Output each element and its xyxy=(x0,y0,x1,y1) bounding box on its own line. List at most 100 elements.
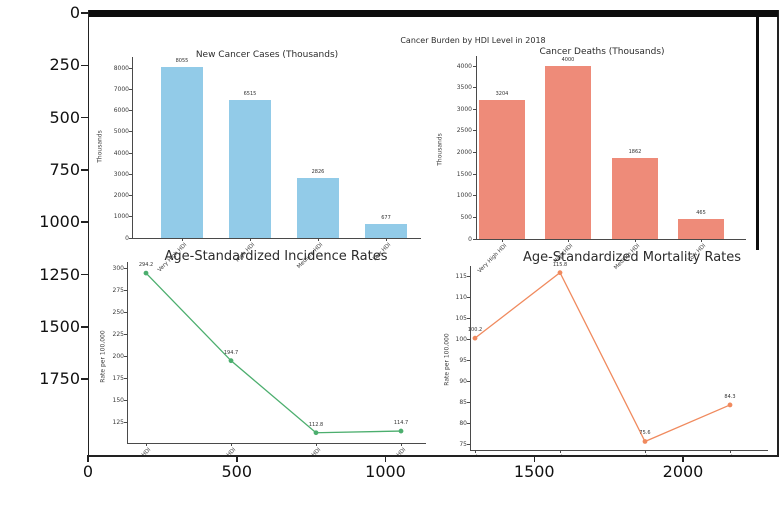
x-tick-mark xyxy=(501,239,503,242)
line-series xyxy=(472,270,733,444)
y-tick-label: 275 xyxy=(112,286,124,294)
y-tick-label: 1500 xyxy=(456,170,472,178)
x-tick-mark xyxy=(700,239,702,242)
axis-spine-left xyxy=(127,262,128,443)
outer-y-tick-label: 1500 xyxy=(39,316,80,336)
y-tick-mark xyxy=(124,311,127,313)
bar xyxy=(479,100,525,239)
y-tick-mark xyxy=(473,238,476,240)
outer-x-tick-mark xyxy=(533,455,535,462)
y-tick-mark xyxy=(129,110,132,111)
line-path xyxy=(474,271,731,443)
x-tick-mark xyxy=(181,238,183,241)
bar xyxy=(678,218,724,239)
bar xyxy=(297,177,339,238)
y-tick-label: 150 xyxy=(112,396,124,404)
outer-y-tick-label: 1750 xyxy=(39,369,80,389)
y-tick-label: 75 xyxy=(459,440,467,448)
y-tick-mark xyxy=(467,443,470,445)
y-tick-mark xyxy=(473,152,476,153)
data-point xyxy=(398,428,404,434)
y-tick-mark xyxy=(124,333,127,335)
outer-y-tick-mark xyxy=(81,221,88,223)
y-tick-mark xyxy=(467,401,470,403)
y-tick-label: 2500 xyxy=(456,127,472,135)
y-tick-label: 115 xyxy=(455,272,467,280)
bar xyxy=(612,158,658,239)
y-tick-label: 4000 xyxy=(456,62,472,70)
y-tick-mark xyxy=(473,65,476,67)
data-point xyxy=(642,439,648,444)
figure-suptitle: Cancer Burden by HDI Level in 2018 xyxy=(400,36,546,45)
axis-spine-left xyxy=(476,56,477,239)
y-tick-label: 0 xyxy=(125,234,129,242)
point-value-label: 114.7 xyxy=(393,420,409,427)
y-tick-mark xyxy=(473,216,476,218)
embedded-figure-image: Cancer Burden by HDI Level in 2018 New C… xyxy=(89,10,778,455)
outer-right-spine xyxy=(777,10,779,456)
y-tick-mark xyxy=(129,67,132,69)
outer-x-tick-label: 2000 xyxy=(662,462,704,481)
outer-y-tick-label: 500 xyxy=(49,107,80,127)
outer-y-tick-label: 1250 xyxy=(39,264,80,284)
y-tick-label: 3500 xyxy=(456,84,472,92)
y-tick-mark xyxy=(129,131,132,133)
axis-spine-left xyxy=(470,266,471,450)
bar-value-label: 465 xyxy=(696,209,706,216)
y-tick-mark xyxy=(129,195,132,196)
y-tick-mark xyxy=(473,195,476,197)
point-value-label: 84.3 xyxy=(724,393,736,400)
bar xyxy=(545,66,591,239)
y-tick-label: 500 xyxy=(460,213,472,221)
y-tick-mark xyxy=(473,108,476,110)
outer-y-tick-label: 1000 xyxy=(39,212,80,232)
x-tick-mark xyxy=(315,443,317,446)
y-tick-label: 125 xyxy=(112,418,124,426)
data-point xyxy=(727,402,733,408)
y-tick-label: 80 xyxy=(459,419,467,427)
outer-y-tick-label: 750 xyxy=(49,159,80,179)
y-tick-mark xyxy=(124,399,127,401)
y-tick-mark xyxy=(467,359,470,361)
y-tick-label: 3000 xyxy=(456,105,472,113)
y-tick-mark xyxy=(467,275,470,277)
bar-value-label: 6515 xyxy=(243,90,257,97)
y-tick-mark xyxy=(473,87,476,89)
y-tick-mark xyxy=(129,173,132,175)
outer-x-tick-mark xyxy=(236,455,238,462)
data-point xyxy=(313,430,319,436)
bar-value-label: 2826 xyxy=(311,168,325,175)
line-series xyxy=(143,270,404,436)
axis-spine-left xyxy=(132,57,133,238)
y-tick-mark xyxy=(473,130,476,132)
data-point xyxy=(228,358,234,364)
bar-value-label: 8055 xyxy=(175,57,189,64)
top-black-strip xyxy=(89,10,778,17)
y-tick-mark xyxy=(124,289,127,291)
y-tick-mark xyxy=(473,173,476,175)
axis-spine-bottom xyxy=(132,238,421,239)
outer-y-tick-mark xyxy=(81,326,88,328)
y-tick-mark xyxy=(467,296,470,298)
outer-y-tick-mark xyxy=(81,169,88,171)
y-tick-mark xyxy=(129,88,132,90)
outer-y-tick-mark xyxy=(81,378,88,380)
y-tick-mark xyxy=(129,216,132,218)
y-tick-label: 95 xyxy=(459,356,467,364)
outer-x-tick-label: 1500 xyxy=(513,462,555,481)
y-tick-label: 1000 xyxy=(456,192,472,200)
y-tick-label: 110 xyxy=(455,293,467,301)
y-tick-mark xyxy=(467,380,470,382)
point-value-label: 115.8 xyxy=(552,261,568,268)
axis-spine-bottom xyxy=(476,239,746,240)
y-tick-label: 6000 xyxy=(113,107,129,114)
y-tick-label: 4000 xyxy=(113,149,129,157)
y-tick-label: 105 xyxy=(455,314,467,322)
y-tick-mark xyxy=(467,338,470,340)
x-tick-mark xyxy=(474,450,476,453)
bar-value-label: 677 xyxy=(381,214,391,221)
x-tick-mark xyxy=(385,238,387,241)
x-tick-mark xyxy=(567,239,569,242)
line-path xyxy=(145,272,402,434)
